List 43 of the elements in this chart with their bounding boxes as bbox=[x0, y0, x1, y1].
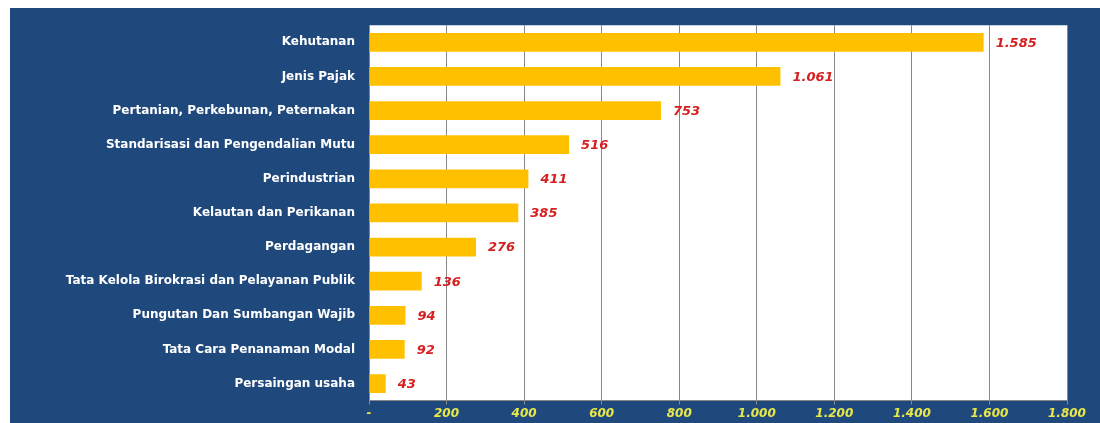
data-label: 411 bbox=[539, 171, 568, 187]
bar bbox=[369, 135, 570, 155]
y-tick-label: Standarisasi dan Pengendalian Mutu bbox=[105, 136, 355, 151]
x-tick-label: 1.200 bbox=[815, 405, 854, 420]
y-tick-label: Pungutan Dan Sumbangan Wajib bbox=[132, 307, 356, 322]
bar bbox=[369, 374, 386, 393]
bar bbox=[369, 340, 405, 359]
x-tick-label: 1.000 bbox=[737, 405, 776, 420]
y-tick-label: Kelautan dan Perikanan bbox=[192, 205, 355, 220]
x-tick-label: 200 bbox=[434, 405, 460, 420]
x-tick-label: 1.400 bbox=[892, 405, 931, 420]
data-label: 43 bbox=[396, 375, 416, 391]
y-tick-label: Perdagangan bbox=[265, 239, 355, 254]
bar bbox=[369, 271, 422, 291]
data-label: 276 bbox=[488, 239, 516, 255]
y-tick-label: Kehutanan bbox=[281, 34, 355, 49]
data-label: 94 bbox=[417, 307, 436, 323]
bar bbox=[369, 237, 477, 257]
data-label: 516 bbox=[581, 137, 609, 153]
x-tick-label: - bbox=[366, 405, 372, 420]
x-tick-label: 400 bbox=[510, 405, 537, 420]
data-label: 92 bbox=[416, 341, 435, 357]
data-label: 1.585 bbox=[995, 34, 1037, 50]
x-tick-label: 600 bbox=[589, 405, 615, 420]
x-tick-label: 1.800 bbox=[1048, 405, 1086, 420]
y-tick-label: Tata Kelola Birokrasi dan Pelayanan Publik bbox=[65, 273, 357, 288]
data-label: 1.061 bbox=[792, 68, 834, 84]
data-label: 753 bbox=[673, 102, 701, 118]
bar bbox=[369, 203, 519, 223]
data-label: 136 bbox=[433, 273, 461, 289]
bar bbox=[369, 305, 406, 325]
x-tick-label: 800 bbox=[666, 405, 692, 420]
y-tick-label: Pertanian, Perkebunan, Peternakan bbox=[112, 102, 355, 117]
y-tick-label: Jenis Pajak bbox=[280, 68, 357, 83]
y-tick-label: Perindustrian bbox=[262, 170, 355, 185]
x-tick-label: 1.600 bbox=[970, 405, 1009, 420]
bar bbox=[369, 67, 781, 86]
y-tick-label: Tata Cara Penanaman Modal bbox=[162, 341, 355, 356]
y-tick-label: Persaingan usaha bbox=[234, 375, 355, 390]
bar bbox=[369, 101, 661, 120]
bar bbox=[369, 169, 529, 189]
bar bbox=[369, 32, 984, 52]
data-label: 385 bbox=[530, 205, 558, 221]
